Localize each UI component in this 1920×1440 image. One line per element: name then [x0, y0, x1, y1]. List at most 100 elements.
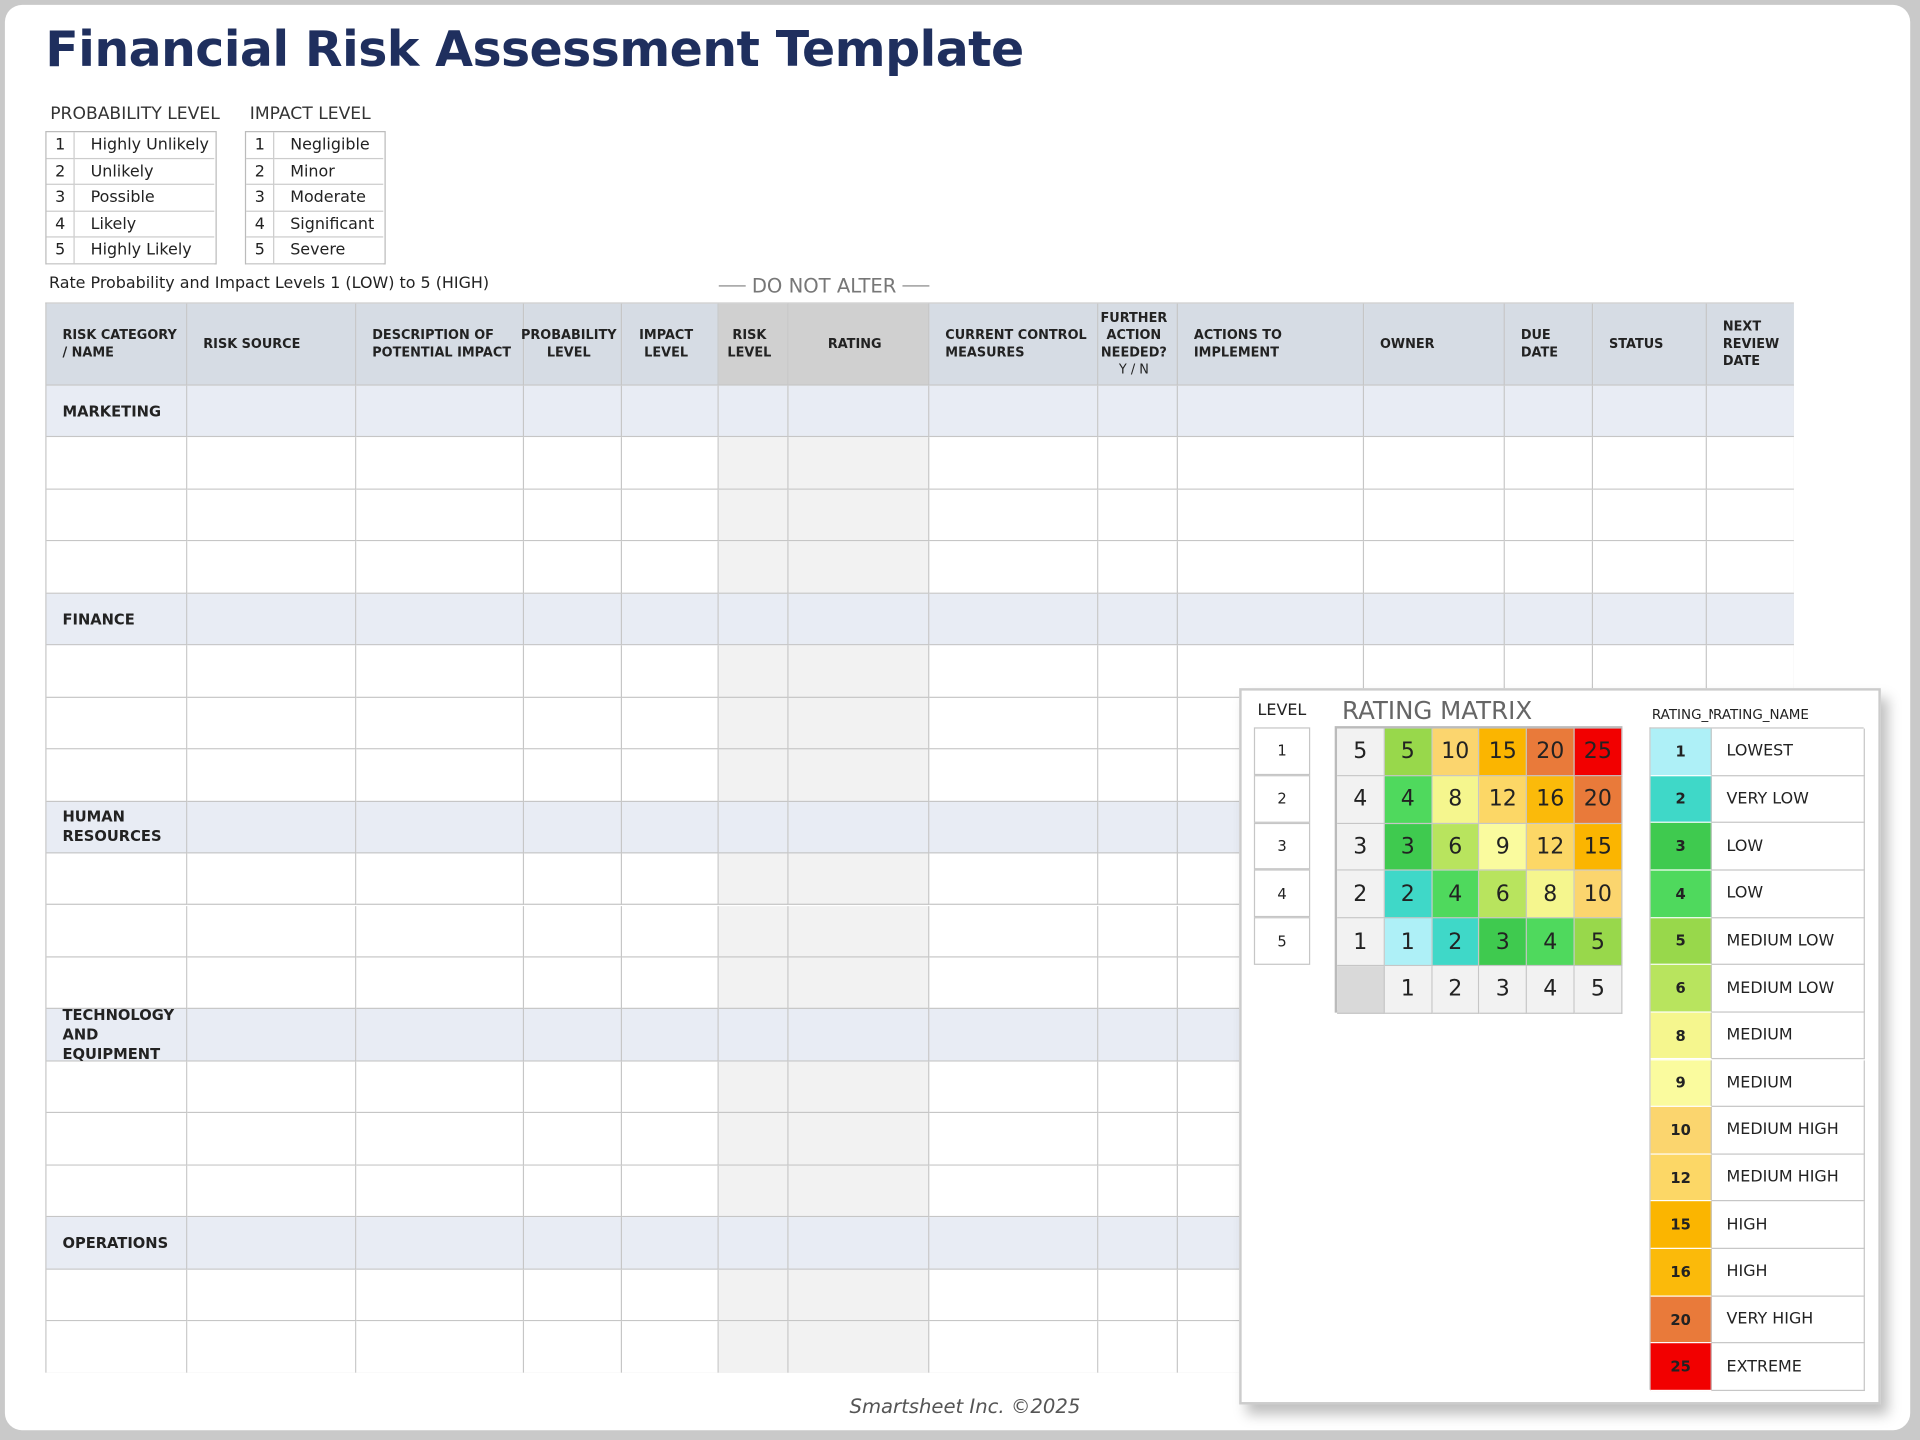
- empty-cell: [788, 749, 930, 802]
- legend-header: RATING_NAME: [1713, 706, 1809, 723]
- section-cell: [622, 385, 719, 438]
- level-number: 4: [46, 211, 75, 238]
- dash: [718, 285, 746, 287]
- level-number: 5: [46, 237, 75, 264]
- empty-cell: [356, 749, 525, 802]
- empty-cell: [718, 437, 789, 490]
- empty-cell: [1177, 437, 1365, 490]
- empty-cell: [622, 1269, 719, 1322]
- level-number: 1: [246, 132, 275, 159]
- header-cell: NEXT REVIEW DATE: [1706, 303, 1794, 386]
- empty-cell: [524, 489, 623, 542]
- empty-cell: [1098, 697, 1178, 750]
- empty-cell: [524, 541, 623, 594]
- level-heading: IMPACT LEVEL: [249, 104, 371, 124]
- matrix-cell: 6: [1479, 871, 1528, 919]
- empty-cell: [524, 1269, 623, 1322]
- level-number: 3: [246, 184, 275, 212]
- level-name: Highly Likely: [74, 238, 215, 264]
- level-number: 1: [46, 132, 75, 159]
- empty-cell: [788, 541, 930, 594]
- matrix-cell: 20: [1527, 728, 1575, 777]
- section-cell: [187, 801, 357, 854]
- matrix-cell: 4: [1384, 776, 1433, 824]
- matrix-title: RATING MATRIX: [1342, 695, 1533, 725]
- empty-cell: [356, 697, 525, 750]
- empty-cell: [718, 645, 789, 698]
- empty-cell: [788, 853, 930, 906]
- empty-cell: [524, 645, 623, 698]
- empty-cell: [718, 853, 789, 906]
- empty-cell: [622, 645, 719, 698]
- empty-cell: [46, 905, 188, 958]
- empty-cell: [929, 489, 1099, 542]
- level-table: 1 Highly Unlikely 2 Unlikely 3 Possible 4 Likel…: [45, 131, 217, 265]
- section-cell: [1364, 593, 1505, 646]
- empty-cell: [788, 1113, 930, 1166]
- legend-name: HIGH: [1711, 1201, 1865, 1250]
- matrix-column-label: 5: [1574, 966, 1623, 1014]
- empty-cell: [788, 437, 930, 490]
- empty-cell: [622, 1165, 719, 1218]
- legend-name: EXTREME: [1711, 1343, 1865, 1392]
- section-cell: [356, 801, 525, 854]
- legend-value: 16: [1650, 1249, 1712, 1297]
- do-not-alter: DO NOT ALTER: [718, 274, 930, 298]
- empty-cell: [524, 1321, 623, 1373]
- empty-cell: [356, 853, 525, 906]
- empty-cell: [46, 1321, 188, 1373]
- empty-cell: [788, 957, 930, 1010]
- empty-cell: [46, 489, 188, 542]
- section-cell: [356, 1009, 525, 1062]
- level-number: 2: [46, 158, 75, 185]
- empty-cell: [46, 437, 188, 490]
- section-cell: [1593, 385, 1707, 438]
- empty-cell: [1706, 541, 1794, 594]
- empty-cell: [929, 1165, 1099, 1218]
- matrix-cell: 8: [1432, 776, 1480, 824]
- empty-cell: [46, 645, 188, 698]
- empty-cell: [622, 905, 719, 958]
- matrix-cell: 4: [1527, 918, 1575, 967]
- legend-value: 9: [1650, 1059, 1712, 1108]
- section-cell: [524, 1009, 623, 1062]
- empty-cell: [1593, 541, 1707, 594]
- empty-cell: [1098, 437, 1178, 490]
- empty-cell: [356, 489, 525, 542]
- legend-value: 25: [1650, 1343, 1712, 1392]
- empty-cell: [622, 697, 719, 750]
- legend-name: LOW: [1711, 823, 1865, 871]
- empty-cell: [1364, 541, 1505, 594]
- section-cell: [788, 1217, 930, 1270]
- empty-cell: [718, 957, 789, 1010]
- section-cell: [788, 593, 930, 646]
- empty-cell: [356, 1321, 525, 1373]
- empty-cell: [718, 1113, 789, 1166]
- level-name: Highly Unlikely: [74, 132, 215, 159]
- empty-cell: [356, 957, 525, 1010]
- legend-name: MEDIUM: [1711, 1012, 1865, 1060]
- section-cell: [929, 1009, 1099, 1062]
- rate-note: Rate Probability and Impact Levels 1 (LO…: [48, 274, 490, 293]
- empty-cell: [929, 697, 1099, 750]
- empty-cell: [46, 541, 188, 594]
- empty-cell: [622, 749, 719, 802]
- empty-cell: [187, 489, 357, 542]
- legend-value: 12: [1650, 1154, 1712, 1202]
- empty-cell: [929, 905, 1099, 958]
- legend-value: 3: [1650, 823, 1712, 871]
- empty-cell: [46, 1113, 188, 1166]
- legend-value: 1: [1650, 728, 1712, 776]
- level-number: 3: [46, 184, 75, 212]
- section-cell: [929, 385, 1099, 438]
- section-cell: [356, 385, 525, 438]
- header-cell: FURTHER ACTION NEEDED? Y / N: [1098, 303, 1178, 386]
- empty-cell: [1504, 437, 1594, 490]
- level-number: 2: [246, 158, 275, 185]
- empty-cell: [1098, 957, 1178, 1010]
- empty-cell: [718, 489, 789, 542]
- section-cell: [524, 1217, 623, 1270]
- level-box: 2: [1253, 774, 1311, 823]
- header-cell: PROBABILITY LEVEL: [521, 303, 623, 386]
- header-cell: IMPACT LEVEL: [622, 303, 719, 386]
